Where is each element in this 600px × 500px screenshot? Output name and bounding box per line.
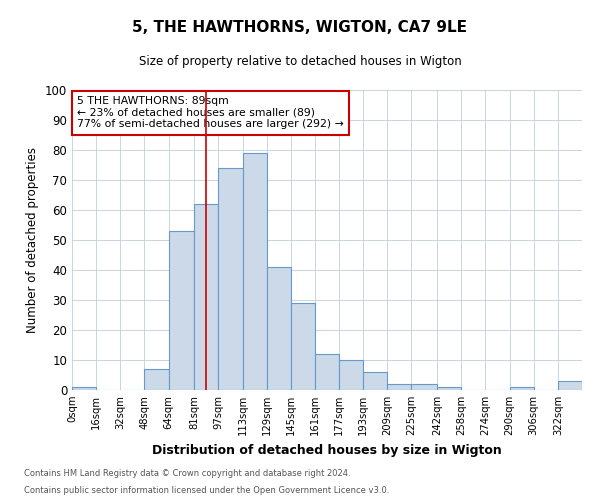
- Text: Contains public sector information licensed under the Open Government Licence v3: Contains public sector information licen…: [24, 486, 389, 495]
- Text: 5, THE HAWTHORNS, WIGTON, CA7 9LE: 5, THE HAWTHORNS, WIGTON, CA7 9LE: [133, 20, 467, 35]
- Bar: [412, 384, 437, 390]
- Bar: [339, 360, 363, 390]
- Y-axis label: Number of detached properties: Number of detached properties: [26, 147, 40, 333]
- Bar: [266, 267, 291, 390]
- Bar: [437, 387, 461, 390]
- Text: 5 THE HAWTHORNS: 89sqm
← 23% of detached houses are smaller (89)
77% of semi-det: 5 THE HAWTHORNS: 89sqm ← 23% of detached…: [77, 96, 344, 129]
- Bar: [315, 354, 339, 390]
- Text: Size of property relative to detached houses in Wigton: Size of property relative to detached ho…: [139, 55, 461, 68]
- Bar: [218, 168, 242, 390]
- Bar: [242, 153, 266, 390]
- Bar: [509, 387, 534, 390]
- Bar: [388, 384, 412, 390]
- Bar: [169, 231, 194, 390]
- Bar: [291, 303, 315, 390]
- Bar: [72, 387, 96, 390]
- Bar: [145, 369, 169, 390]
- X-axis label: Distribution of detached houses by size in Wigton: Distribution of detached houses by size …: [152, 444, 502, 456]
- Bar: [558, 381, 582, 390]
- Bar: [194, 204, 218, 390]
- Bar: [363, 372, 388, 390]
- Text: Contains HM Land Registry data © Crown copyright and database right 2024.: Contains HM Land Registry data © Crown c…: [24, 468, 350, 477]
